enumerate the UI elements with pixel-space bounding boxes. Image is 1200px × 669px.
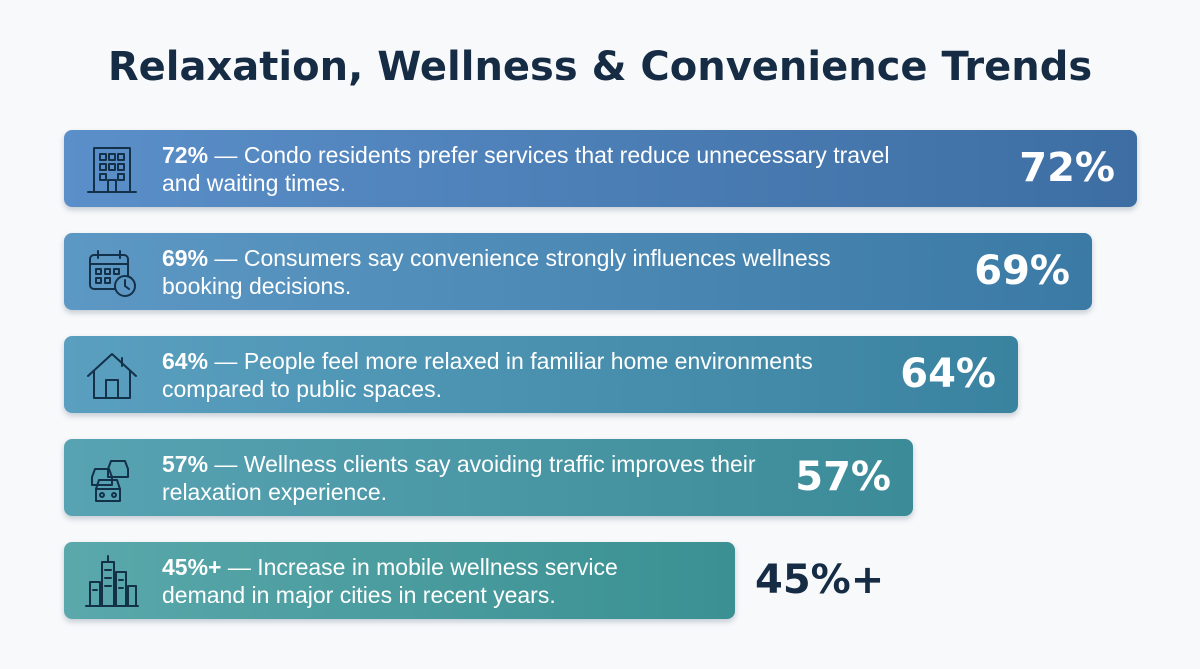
category-label: People feel more relaxed in familiar hom… [162,348,813,402]
bar-description: 69% — Consumers say convenience strongly… [162,244,902,300]
bar-description: 72% — Condo residents prefer services th… [162,141,902,197]
bar: 72% — Condo residents prefer services th… [64,130,1137,207]
data-label: 57% [795,454,891,500]
bar: 45%+ — Increase in mobile wellness servi… [64,542,735,619]
city-skyline-icon [84,554,140,608]
separator: — [221,554,258,580]
category-label: Condo residents prefer services that red… [162,142,890,196]
chart-title: Relaxation, Wellness & Convenience Trend… [107,44,1093,90]
bar-description: 57% — Wellness clients say avoiding traf… [162,450,802,506]
bar-prefix: 72% [162,142,209,168]
category-label: Increase in mobile wellness service dema… [162,554,618,608]
data-label: 69% [974,248,1070,294]
bar: 64% — People feel more relaxed in famili… [64,336,1018,413]
bar-prefix: 64% [162,348,209,374]
house-icon [84,348,140,402]
data-label: 72% [1019,145,1115,191]
separator: — [208,245,244,271]
separator: — [208,348,244,374]
bar-description: 45%+ — Increase in mobile wellness servi… [162,553,702,609]
traffic-cars-icon [84,451,140,505]
category-label: Consumers say convenience strongly influ… [162,245,831,299]
bar-prefix: 69% [162,245,209,271]
bar: 69% — Consumers say convenience strongly… [64,233,1092,310]
data-label: 64% [900,351,996,397]
bar-prefix: 57% [162,451,209,477]
separator: — [208,451,244,477]
bar-prefix: 45%+ [162,554,222,580]
category-label: Wellness clients say avoiding traffic im… [162,451,756,505]
data-label: 45%+ [755,557,885,603]
bar: 57% — Wellness clients say avoiding traf… [64,439,913,516]
building-icon [84,142,140,196]
bar-description: 64% — People feel more relaxed in famili… [162,347,902,403]
separator: — [208,142,244,168]
calendar-clock-icon [84,245,140,299]
